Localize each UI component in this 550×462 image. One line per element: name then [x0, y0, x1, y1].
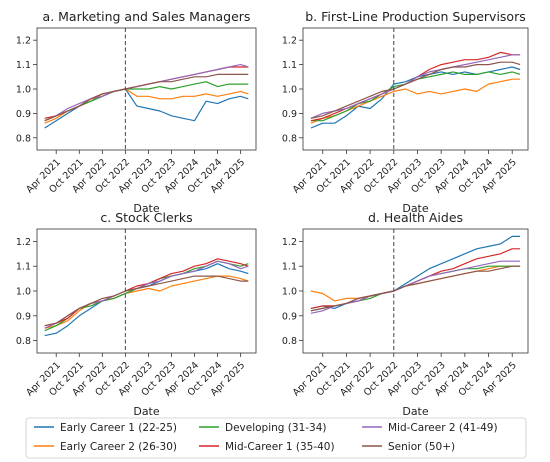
chart-title: a. Marketing and Sales Managers: [43, 9, 251, 24]
y-tick-label: 0.8: [16, 336, 31, 347]
y-tick-label: 1.2: [282, 237, 297, 248]
x-axis-label: Date: [402, 405, 429, 418]
series-line: [310, 71, 521, 122]
y-tick-label: 1.1: [16, 262, 31, 273]
series-line: [310, 78, 521, 124]
y-tick-label: 1.0: [16, 287, 31, 298]
series-line: [310, 54, 521, 119]
plot-frame: [302, 228, 529, 354]
chart-panel-2: b. First-Line Production Supervisors 0.8 0…: [282, 9, 529, 215]
plot-frame: [302, 27, 529, 151]
legend-item: Early Career 1 (22-25): [34, 422, 177, 434]
y-tick-label: 0.8: [16, 133, 31, 144]
legend-item: Mid-Career 2 (41-49): [362, 422, 498, 434]
series-line: [44, 260, 249, 332]
legend-label: Mid-Career 2 (41-49): [388, 422, 498, 434]
chart-panel-1: a. Marketing and Sales Managers 0.8 0.9 1.0…: [16, 9, 257, 215]
series-line: [44, 73, 249, 122]
y-tick-label: 1.1: [16, 60, 31, 71]
chart-title: c. Stock Clerks: [100, 210, 192, 225]
series-line: [44, 81, 249, 122]
series-line: [310, 51, 521, 122]
series-line: [44, 263, 249, 337]
series-line: [310, 61, 521, 119]
legend-label: Mid-Career 1 (35-40): [225, 441, 335, 453]
x-axis-label: Date: [133, 202, 160, 215]
series-line: [44, 260, 249, 329]
series-line: [44, 88, 249, 129]
series-line: [310, 66, 521, 129]
y-tick-label: 1.0: [282, 287, 297, 298]
series-line: [44, 275, 249, 327]
y-tick-label: 1.1: [282, 262, 297, 273]
plot-frame: [36, 27, 257, 151]
y-tick-label: 0.9: [16, 311, 31, 322]
y-tick-label: 1.0: [16, 85, 31, 96]
legend-label: Senior (50+): [388, 441, 455, 453]
chart-title: d. Health Aides: [368, 210, 463, 225]
legend-item: Senior (50+): [362, 441, 455, 453]
series-line: [44, 258, 249, 327]
legend-label: Early Career 1 (22-25): [60, 422, 177, 434]
series-line: [44, 88, 249, 124]
y-tick-label: 1.2: [282, 36, 297, 47]
x-axis-label: Date: [402, 202, 429, 215]
legend-item: Mid-Career 1 (35-40): [199, 441, 335, 453]
y-tick-label: 0.9: [16, 109, 31, 120]
y-tick-label: 1.2: [16, 36, 31, 47]
y-tick-label: 0.9: [282, 311, 297, 322]
legend: Early Career 1 (22-25) Early Career 2 (26…: [25, 417, 527, 459]
series-line: [310, 235, 521, 309]
y-tick-label: 1.1: [282, 60, 297, 71]
series-line: [44, 63, 249, 122]
y-tick-label: 1.2: [16, 237, 31, 248]
y-tick-label: 1.0: [282, 85, 297, 96]
y-tick-label: 0.8: [282, 133, 297, 144]
plot-frame: [36, 228, 257, 354]
series-line: [310, 265, 521, 312]
x-axis-label: Date: [133, 405, 160, 418]
y-tick-label: 0.8: [282, 336, 297, 347]
legend-item: Early Career 2 (26-30): [34, 441, 177, 453]
legend-box: [25, 417, 527, 459]
legend-label: Developing (31-34): [225, 422, 327, 434]
y-tick-label: 0.9: [282, 109, 297, 120]
legend-item: Developing (31-34): [199, 422, 327, 434]
chart-title: b. First-Line Production Supervisors: [305, 9, 526, 24]
legend-label: Early Career 2 (26-30): [60, 441, 177, 453]
